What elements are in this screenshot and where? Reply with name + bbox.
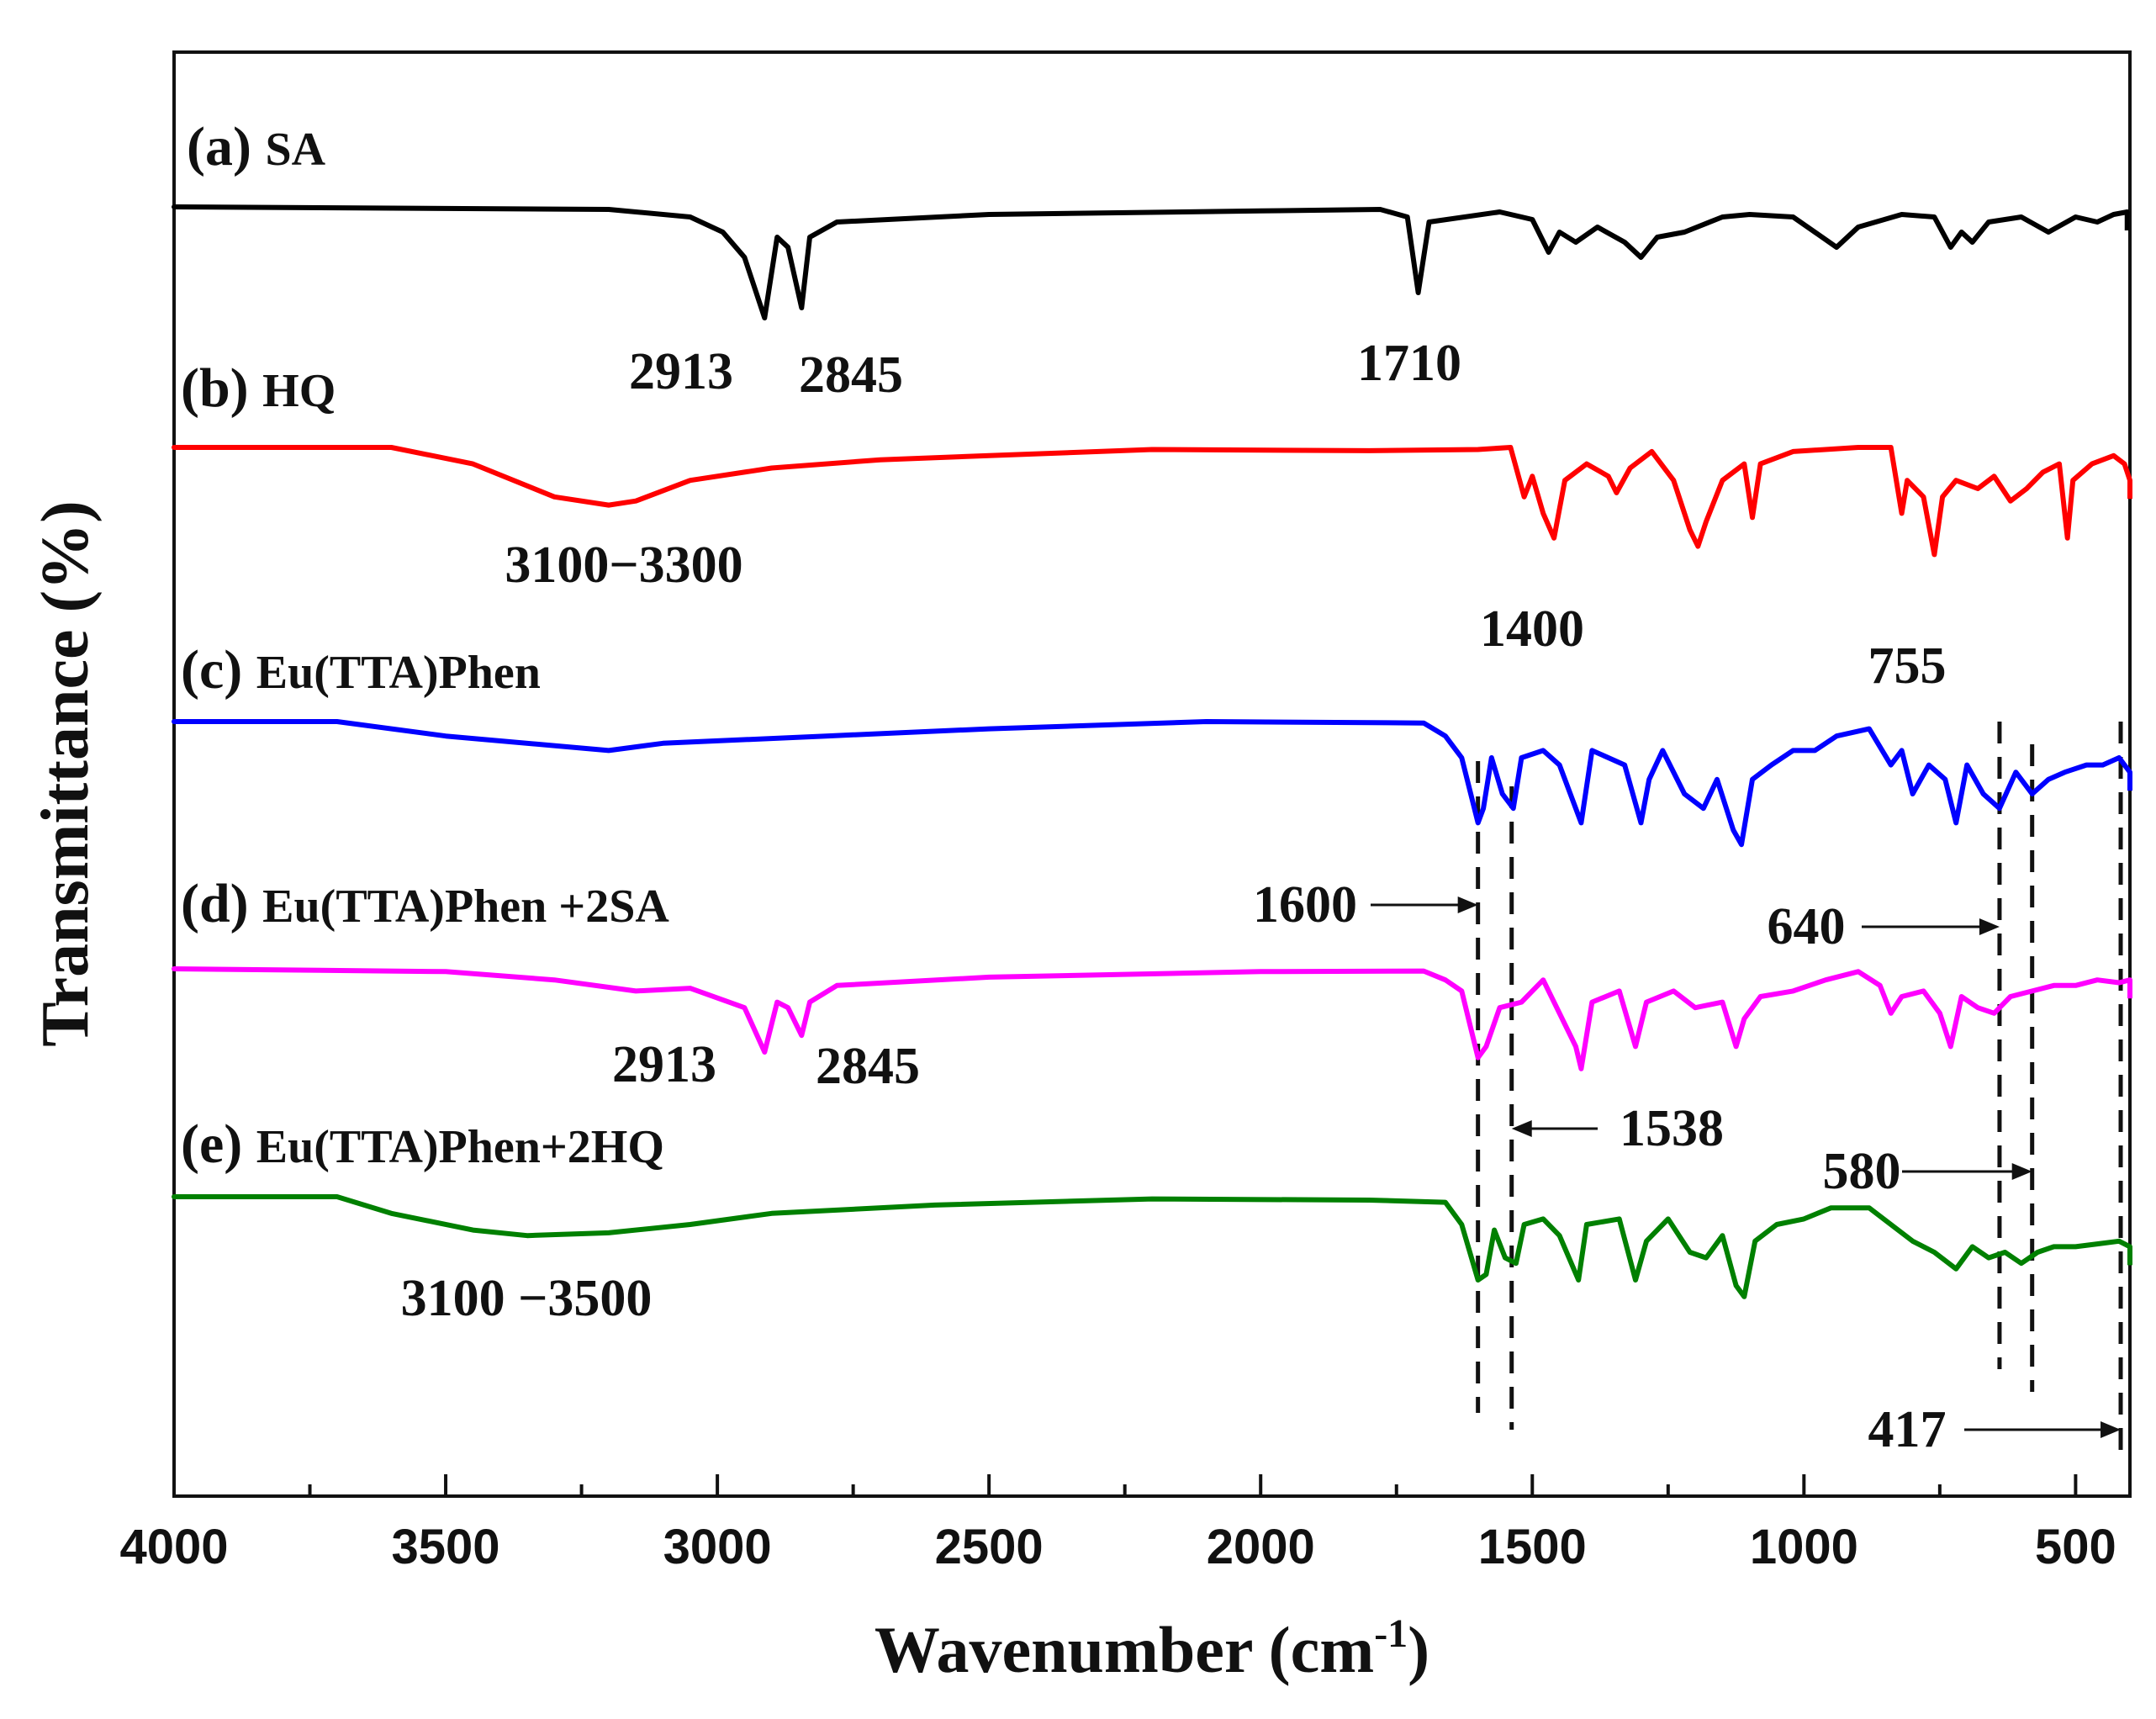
annotation-label: 3100−3300 [505,537,742,594]
series-line [172,966,2132,1071]
annotation-label: 2845 [816,1038,920,1095]
x-axis-title-close: ) [1408,1613,1429,1686]
series-label-tag: (d) [181,873,262,934]
y-axis-title: Transmittance (%) [29,500,103,1047]
x-tick-label: 500 [2035,1520,2116,1574]
series-group [172,204,2132,1299]
annotation-arrowhead [1979,918,2000,935]
series-label-tag: (a) [187,116,265,177]
series-line [172,719,2132,848]
annotation-label: 2845 [799,346,903,404]
annotation-arrowhead [2011,1163,2032,1180]
annotation-arrowhead [2101,1421,2122,1438]
x-axis-title: Wavenumber (cm-1) [875,1611,1429,1686]
series-label-name: SA [265,124,325,176]
annotations: 2913 2845 1710 3100−3300 1400 755 1600 640 2913 2… [401,335,2122,1458]
series-label-tag: (c) [181,639,256,701]
x-axis-title-main: Wavenumber (cm [875,1613,1374,1686]
series-label: (e) Eu(TTA)Phen+2HQ [181,1113,664,1175]
annotation-label: 640 [1768,898,1846,955]
series-line [172,445,2132,558]
annotation-label: 1538 [1620,1100,1724,1157]
x-tick-label: 4000 [119,1520,228,1574]
annotation-label: 580 [1823,1143,1901,1200]
annotation-label: 1400 [1480,600,1584,658]
annotation-label: 2913 [612,1036,716,1093]
x-axis-ticks: 4000 3500 3000 2500 2000 1500 1000 500 [119,1474,2116,1574]
annotation-label: 755 [1868,637,1947,695]
x-tick-label: 1500 [1478,1520,1587,1574]
series-line [172,1194,2132,1299]
series-line [172,204,2130,320]
annotation-label: 2913 [629,343,733,400]
x-tick-label: 2500 [935,1520,1044,1574]
annotation-label: 1710 [1357,335,1461,392]
series-label-name: Eu(TTA)Phen [256,647,541,699]
series-label-name: HQ [262,365,336,417]
series-label: (b) HQ [181,357,336,419]
series-label-name: Eu(TTA)Phen +2SA [262,881,669,933]
annotation-label: 417 [1868,1401,1947,1458]
series-labels: (a) SA (b) HQ (c) Eu(TTA)Phen (d) Eu(TTA)Ph… [181,116,669,1175]
series-label-tag: (b) [181,357,262,419]
annotation-arrowhead [1457,897,1478,913]
x-tick-label: 1000 [1750,1520,1858,1574]
series-label-name: Eu(TTA)Phen+2HQ [256,1121,664,1173]
series-label: (c) Eu(TTA)Phen [181,639,541,701]
x-axis-title-sup: -1 [1374,1611,1408,1656]
annotation-label: 3100 −3500 [401,1270,653,1327]
series-label-tag: (e) [181,1113,256,1175]
x-tick-label: 3000 [663,1520,772,1574]
series-label: (d) Eu(TTA)Phen +2SA [181,873,669,934]
series-label: (a) SA [187,116,326,177]
x-tick-label: 2000 [1207,1520,1315,1574]
reference-lines [1476,722,2123,1451]
annotation-arrowhead [1511,1120,1532,1137]
x-tick-label: 3500 [392,1520,500,1574]
annotation-label: 1600 [1253,876,1357,934]
